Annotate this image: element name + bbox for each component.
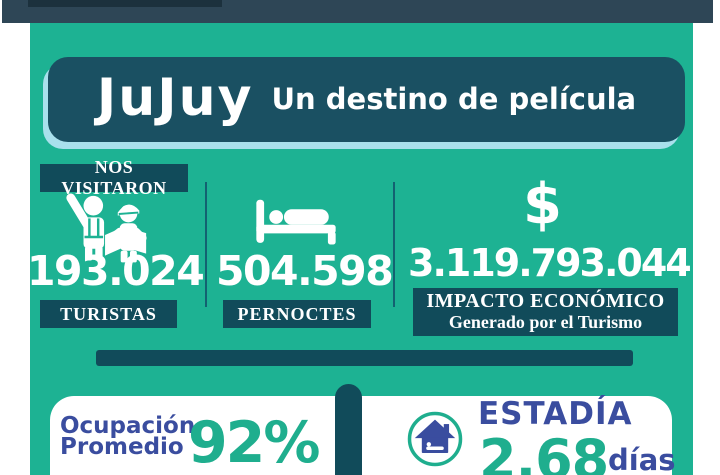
house-icon	[406, 410, 464, 468]
header-banner: JuJuy Un destino de película	[48, 57, 685, 142]
overnights-label-badge: PERNOCTES	[223, 300, 371, 328]
overnights-label: PERNOCTES	[237, 303, 357, 324]
occupancy-value: 92%	[188, 410, 320, 475]
economic-impact-label-line2: Generado por el Turismo	[448, 312, 643, 333]
visitors-badge: NOS VISITARON	[40, 157, 188, 198]
stay-unit: días	[608, 443, 676, 475]
tourists-count: 193.024	[27, 247, 205, 295]
overnights-count: 504.598	[216, 247, 394, 295]
economic-impact-amount: 3.119.793.044	[408, 241, 692, 285]
occupancy-label-line2: Promedio	[60, 434, 184, 460]
brand-logo-text: JuJuy	[96, 67, 254, 128]
section-separator-bar	[96, 350, 633, 366]
tourists-label-badge: TURISTAS	[40, 300, 177, 328]
bed-icon	[252, 198, 340, 248]
economic-impact-label-line1: IMPACTO ECONÓMICO	[426, 290, 665, 313]
bottom-card-divider	[335, 384, 362, 475]
column-divider-1	[205, 182, 207, 307]
tourists-icon	[58, 192, 156, 282]
tourists-label: TURISTAS	[60, 303, 157, 324]
header-tagline: Un destino de película	[271, 82, 637, 116]
stay-label: ESTADÍA	[478, 396, 633, 432]
occupancy-label-line1: Ocupación	[60, 413, 196, 439]
visitors-badge-label: NOS VISITARON	[61, 157, 167, 198]
economic-impact-badge: IMPACTO ECONÓMICO Generado por el Turism…	[413, 288, 678, 336]
top-bar-dark-strip	[28, 0, 222, 7]
stay-value: 2.68	[479, 428, 609, 475]
dollar-icon: $	[523, 172, 562, 237]
occupancy-label: Ocupación Promedio	[60, 413, 196, 460]
column-divider-2	[393, 182, 395, 307]
